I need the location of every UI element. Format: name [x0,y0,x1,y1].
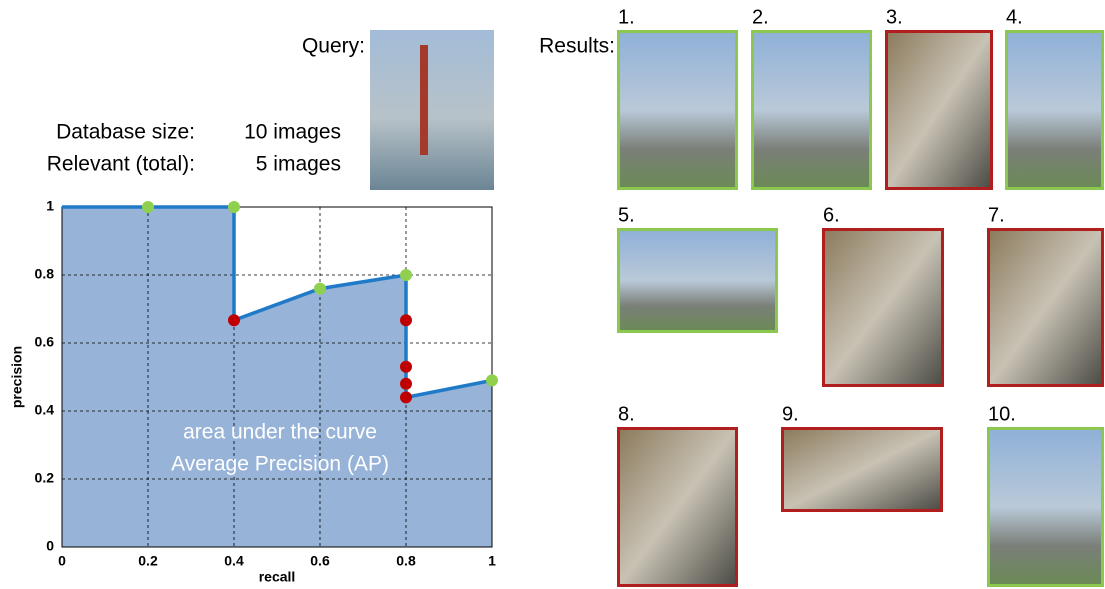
result-rank: 7. [988,204,1005,226]
result-rank: 8. [618,403,635,425]
y-tick-label: 0.2 [35,470,55,486]
result-rank: 2. [752,6,769,28]
stat-value: 10 images [244,121,341,144]
query-image-tower [420,45,428,155]
x-tick-label: 0.8 [396,553,416,569]
query-label: Query: [302,35,365,58]
stat-label: Relevant (total): [47,153,195,176]
y-tick-label: 0.6 [35,334,55,350]
x-axis-label: recall [259,569,296,585]
result-rank: 4. [1006,6,1023,28]
x-tick-label: 0.2 [138,553,158,569]
result-image [1007,32,1103,189]
y-tick-label: 0.4 [35,402,55,418]
y-tick-label: 0.8 [35,266,55,282]
result-image [887,32,992,189]
result-image [989,429,1103,586]
result-image [753,32,871,189]
y-axis-label: precision [9,346,25,408]
result-image [619,230,777,332]
point [228,314,240,326]
point [486,374,498,386]
point [400,269,412,281]
x-tick-label: 0.4 [224,553,244,569]
point [314,283,326,295]
query-image [370,30,494,190]
point [400,314,412,326]
area [62,207,492,547]
figure: Query: Results: Database size: 10 images… [0,0,1105,589]
point [400,378,412,390]
stat-value: 5 images [256,153,341,176]
result-image [619,429,737,586]
annotation: area under the curve [183,421,377,444]
result-image [619,32,737,189]
result-rank: 6. [823,204,840,226]
result-rank: 9. [782,403,799,425]
result-rank: 3. [886,6,903,28]
point [400,361,412,373]
y-tick-label: 1 [46,198,54,214]
point [400,391,412,403]
annotation: Average Precision (AP) [171,453,389,476]
result-rank: 1. [618,6,635,28]
stat-label: Database size: [56,121,195,144]
result-rank: 5. [618,204,635,226]
result-image [824,230,943,386]
results-label: Results: [539,35,615,58]
result-image [989,230,1103,386]
point [142,201,154,213]
result-rank: 10. [988,403,1016,425]
point [228,201,240,213]
result-image [783,429,942,511]
x-tick-label: 0 [58,553,66,569]
x-tick-label: 1 [488,553,496,569]
y-tick-label: 0 [46,538,54,554]
x-tick-label: 0.6 [310,553,330,569]
